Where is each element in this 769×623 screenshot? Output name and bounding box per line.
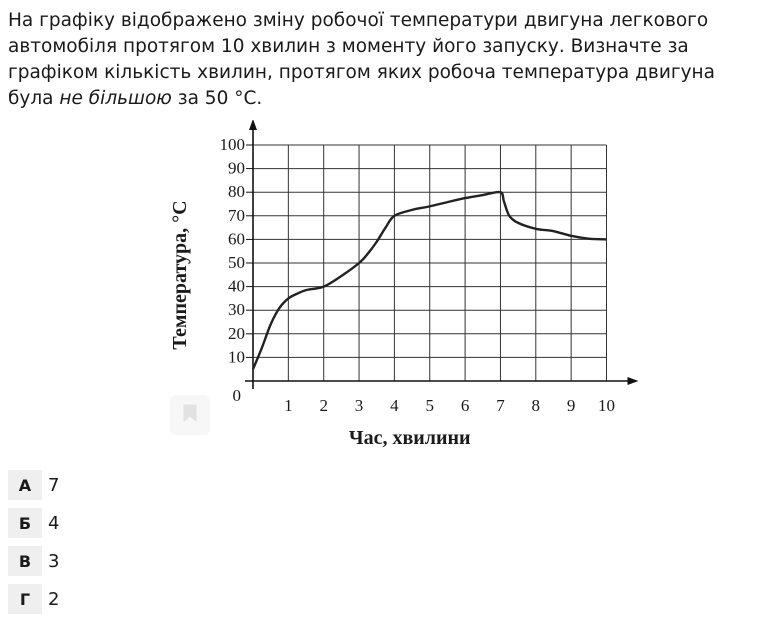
option-value: 4: [48, 512, 60, 534]
option-a[interactable]: А 7: [8, 470, 59, 500]
option-v[interactable]: В 3: [8, 546, 59, 576]
option-value: 2: [48, 588, 60, 610]
x-tick-label: 9: [567, 396, 576, 415]
option-value: 3: [48, 550, 60, 572]
option-b[interactable]: Б 4: [8, 508, 59, 538]
x-tick-label: 4: [390, 396, 399, 415]
option-value: 7: [48, 474, 60, 496]
chart-svg: 10 20 30 40 50 60 70 80 90 100 0 1 2 3 4 5 6 7 8 9 10 Час, хв…: [169, 120, 639, 449]
question-text-main: На графіку відображено зміну робочої тем…: [8, 10, 715, 109]
y-tick-label: 100: [220, 135, 246, 154]
x-tick-label: 3: [355, 396, 364, 415]
x-tick-label: 8: [532, 396, 541, 415]
bookmark-button[interactable]: [170, 395, 210, 435]
x-tick-label: 10: [598, 396, 615, 415]
answer-options: А 7 Б 4 В 3 Г 2: [8, 470, 59, 622]
temperature-line: [251, 190, 607, 370]
y-tick-label: 10: [228, 347, 245, 366]
x-axis-title: Час, хвилини: [349, 427, 471, 449]
y-tick-label: 20: [228, 324, 245, 343]
x-tick-label: 7: [496, 396, 505, 415]
origin-label: 0: [233, 386, 242, 405]
option-letter: В: [8, 546, 42, 576]
question-emphasis: не більшою: [59, 88, 172, 109]
x-tick-label: 1: [284, 396, 293, 415]
y-tick-label: 50: [228, 253, 245, 272]
bookmark-icon: [183, 404, 197, 426]
y-tick-label: 90: [228, 159, 245, 178]
question-text-end: за 50 °C.: [171, 88, 263, 109]
x-tick-label: 6: [461, 396, 470, 415]
y-tick-label: 60: [228, 229, 245, 248]
option-letter: Б: [8, 508, 42, 538]
option-g[interactable]: Г 2: [8, 584, 59, 614]
y-tick-label: 40: [228, 277, 245, 296]
question-text: На графіку відображено зміну робочої тем…: [8, 8, 763, 112]
option-letter: А: [8, 470, 42, 500]
x-tick-label: 2: [319, 396, 328, 415]
y-tick-label: 80: [228, 182, 245, 201]
y-tick-label: 70: [228, 206, 245, 225]
option-letter: Г: [8, 584, 42, 614]
y-tick-label: 30: [228, 300, 245, 319]
y-axis-arrow: [249, 120, 257, 130]
x-axis-arrow: [627, 377, 639, 385]
temperature-chart: 10 20 30 40 50 60 70 80 90 100 0 1 2 3 4 5 6 7 8 9 10 Час, хв…: [150, 120, 650, 460]
y-axis-title: Температура, °C: [169, 200, 191, 349]
x-tick-label: 5: [426, 396, 435, 415]
